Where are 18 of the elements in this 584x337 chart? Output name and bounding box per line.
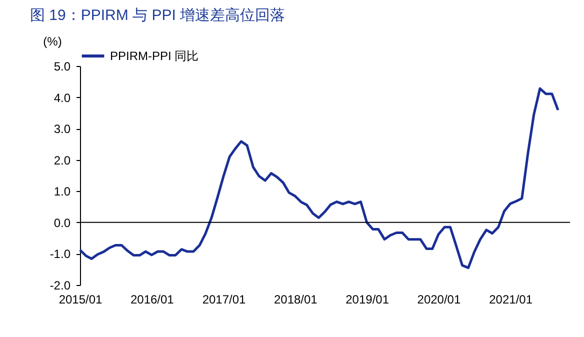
y-axis-title: (%) [43,34,62,48]
y-tick-label: -2.0 [50,278,71,292]
x-tick-label: 2015/01 [58,292,103,306]
x-tick-label: 2019/01 [346,292,390,306]
y-tick-label: 1.0 [54,184,71,199]
x-tick-label: 2021/01 [489,292,533,306]
x-tick-label: 2018/01 [274,292,318,306]
y-tick-label: 5.0 [54,60,71,74]
chart-title: 图 19：PPIRM 与 PPI 增速差高位回落 [30,7,286,24]
x-tick-label: 2017/01 [202,292,246,306]
x-tick-label: 2016/01 [130,292,174,306]
x-tick-label: 2020/01 [417,292,461,306]
y-tick-label: -1.0 [50,247,71,262]
y-tick-label: 2.0 [54,153,71,168]
y-tick-label: 4.0 [54,90,71,105]
legend-label: PPIRM-PPI 同比 [110,49,199,63]
y-tick-label: 3.0 [54,122,71,136]
y-tick-label: 0.0 [54,216,71,230]
